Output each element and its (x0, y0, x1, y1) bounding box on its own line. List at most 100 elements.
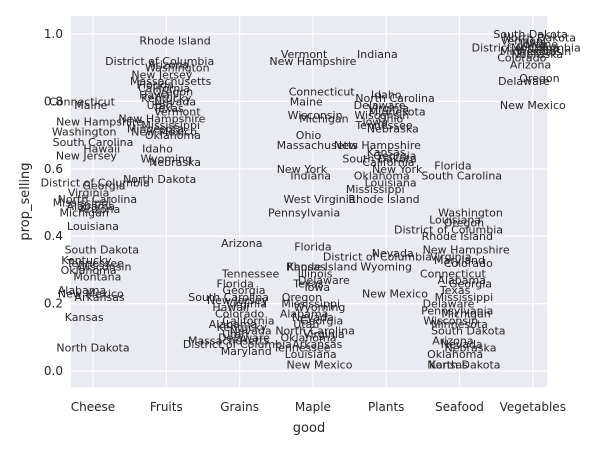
point-label: Utah (147, 99, 173, 112)
point-label: Mississippi (281, 298, 340, 311)
point-label: District of Columbia (183, 338, 292, 351)
point-label: North Carolina (355, 92, 435, 105)
x-tick-label: Grains (220, 400, 259, 414)
x-tick-label: Fruits (150, 400, 183, 414)
point-label: New Hampshire (334, 139, 421, 152)
point-label: Georgia (222, 284, 265, 297)
point-label: Nebraska (511, 48, 563, 61)
point-label: South Dakota (65, 244, 139, 257)
point-label: Nebraska (149, 156, 201, 169)
point-label: Alabama (280, 308, 329, 321)
point-label: Oklahoma (61, 264, 117, 277)
point-label: Arkansas (292, 338, 342, 351)
point-label: District of Columbia (394, 223, 503, 236)
point-label: Vermont (501, 35, 548, 48)
point-label: Tennessee (272, 341, 331, 354)
point-label: South Dakota (431, 325, 505, 338)
point-label: Kentucky (61, 254, 112, 267)
point-label: Tennessee (221, 267, 280, 280)
point-label: Nevada (372, 247, 414, 260)
point-label: Vermont (154, 106, 201, 119)
point-label: Indiana (290, 170, 331, 183)
point-label: Mississippi (53, 197, 112, 210)
point-label: District of Columbia (472, 41, 581, 54)
point-label: Connecticut (420, 267, 487, 280)
point-label: New Mexico (58, 287, 124, 300)
point-label: Minnesota (500, 45, 557, 58)
point-label: Colorado (497, 52, 546, 65)
point-label: New Mexico (500, 99, 566, 112)
point-label: Nevada (292, 311, 334, 324)
point-label: Louisiana (365, 176, 417, 189)
point-label: Nevada (230, 325, 272, 338)
point-label: Colorado (444, 257, 493, 270)
point-label: Montana (511, 41, 559, 54)
point-label: Virginia (68, 186, 109, 199)
point-label: Hawaii (212, 301, 249, 314)
point-label: Texas (439, 284, 471, 297)
point-label: Maryland (221, 345, 272, 358)
point-label: Oregon (519, 72, 559, 85)
point-label: Florida (137, 79, 174, 92)
point-label: Alabama (58, 284, 107, 297)
point-label: Connecticut (49, 95, 116, 108)
point-label: Kansas (287, 261, 326, 274)
point-label: Kansas (429, 358, 468, 371)
point-label: Washington (438, 207, 503, 220)
point-label: Vermont (281, 48, 328, 61)
point-label: Nebraska (445, 341, 497, 354)
point-label: New York (372, 163, 423, 176)
point-label: Georgia (82, 180, 125, 193)
point-label: District of Columbia (41, 176, 150, 189)
point-label: Kansas (367, 146, 406, 159)
point-label: Oklahoma (145, 129, 201, 142)
point-label: North Carolina (275, 325, 355, 338)
x-tick-label: Cheese (71, 400, 115, 414)
y-tick-label: 0.8 (44, 94, 63, 108)
point-label: Alabama (209, 318, 258, 331)
point-label: Idaho (142, 143, 173, 156)
plot-background (71, 16, 547, 387)
point-label: Illinois (298, 267, 333, 280)
point-label: Kentucky (141, 92, 192, 105)
point-label: South Carolina (188, 291, 269, 304)
point-label: New Hampshire (269, 55, 356, 68)
point-label: Tennessee (66, 257, 125, 270)
y-tick-label: 0.6 (44, 162, 63, 176)
point-label: Rhode Island (139, 35, 210, 48)
point-label: Texas (292, 277, 324, 290)
point-label: Maine (74, 99, 107, 112)
point-label: California (362, 156, 414, 169)
point-label: Ohio (296, 129, 322, 142)
point-label: Nevada (154, 95, 196, 108)
point-label: Minnesota (127, 122, 184, 135)
y-tick-label: 0.0 (44, 364, 63, 378)
point-label: South Carolina (421, 170, 502, 183)
point-label: West Virginia (283, 193, 355, 206)
point-label: Wisconsin (288, 109, 343, 122)
point-label: Mississippi (435, 291, 494, 304)
point-label: New Mexico (131, 126, 197, 139)
point-label: Washington (145, 62, 210, 75)
point-label: North Dakota (427, 358, 500, 371)
point-label: California (222, 314, 274, 327)
point-label: Wyoming (294, 301, 346, 314)
point-label: Nebraska (367, 122, 419, 135)
point-label: Virginia (225, 298, 266, 311)
point-label: New Hampshire (56, 116, 143, 129)
point-label: Kansas (65, 311, 104, 324)
point-label: Virginia (303, 328, 344, 341)
point-label: Tennessee (354, 119, 413, 132)
y-tick-label: 0.2 (44, 297, 63, 311)
point-label: Ohio (378, 112, 404, 125)
point-label: Oklahoma (281, 331, 337, 344)
point-label: Wyoming (140, 153, 192, 166)
point-label: Minnesota (431, 318, 488, 331)
x-tick-label: Maple (295, 400, 331, 414)
point-label: North Carolina (58, 193, 138, 206)
point-label: New Hampshire (118, 112, 205, 125)
point-label: Wisconsin (516, 45, 571, 58)
point-label: Utah (222, 328, 248, 341)
point-label: South Dakota (342, 153, 416, 166)
